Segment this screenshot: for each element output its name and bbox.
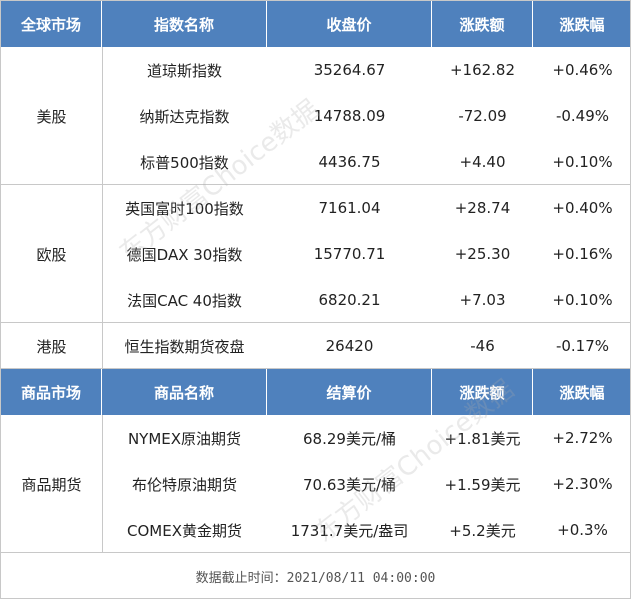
data-cell: +25.30 <box>454 245 511 263</box>
data-cell: COMEX黄金期货 <box>127 521 242 540</box>
column-divider <box>102 185 103 323</box>
data-cell: 15770.71 <box>313 245 386 263</box>
data-cell: -72.09 <box>458 107 507 125</box>
data-cell: 70.63美元/桶 <box>303 475 396 494</box>
header-cell: 收盘价 <box>267 1 432 47</box>
header-cell: 涨跌额 <box>432 1 533 47</box>
header-cell: 涨跌幅 <box>533 1 630 47</box>
data-cell: +1.81美元 <box>444 429 521 448</box>
data-cell: +0.46% <box>552 61 613 79</box>
data-cell: +28.74 <box>454 199 511 217</box>
footer: 数据截止时间：2021/08/11 04:00:00 <box>195 570 436 586</box>
row-divider <box>1 322 630 323</box>
data-cell: +162.82 <box>449 61 516 79</box>
data-cell: -46 <box>470 337 495 355</box>
header-cell: 涨跌额 <box>432 369 533 415</box>
column-divider <box>102 323 103 369</box>
market-cell: 港股 <box>36 337 67 356</box>
row-divider <box>1 552 630 553</box>
column-divider <box>102 47 103 185</box>
data-cell: 标普500指数 <box>140 153 229 172</box>
header-cell: 商品市场 <box>1 369 102 415</box>
data-cell: 道琼斯指数 <box>146 61 222 80</box>
data-cell: 纳斯达克指数 <box>139 107 230 126</box>
data-cell: 法国CAC 40指数 <box>127 291 242 310</box>
data-cell: 7161.04 <box>318 199 381 217</box>
data-cell: 14788.09 <box>313 107 386 125</box>
header-cell: 结算价 <box>267 369 432 415</box>
data-cell: 4436.75 <box>318 153 381 171</box>
market-cell: 美股 <box>36 107 67 126</box>
data-cell: -0.49% <box>555 107 610 125</box>
data-cell: 德国DAX 30指数 <box>126 245 243 264</box>
data-cell: +2.72% <box>552 429 613 447</box>
data-cell: +7.03 <box>459 291 506 309</box>
header-cell: 指数名称 <box>102 1 267 47</box>
data-cell: NYMEX原油期货 <box>127 429 242 448</box>
data-cell: 68.29美元/桶 <box>303 429 396 448</box>
data-cell: 35264.67 <box>313 61 386 79</box>
data-cell: 26420 <box>325 337 374 355</box>
row-divider <box>1 184 630 185</box>
header-cell: 涨跌幅 <box>533 369 630 415</box>
data-cell: -0.17% <box>555 337 610 355</box>
data-cell: +2.30% <box>552 475 613 493</box>
data-cell: +1.59美元 <box>444 475 521 494</box>
data-cell: +0.3% <box>557 521 608 539</box>
header-cell: 商品名称 <box>102 369 267 415</box>
data-cell: +0.40% <box>552 199 613 217</box>
column-divider <box>102 415 103 553</box>
data-cell: 布伦特原油期货 <box>131 475 237 494</box>
data-cell: +0.16% <box>552 245 613 263</box>
market-cell: 商品期货 <box>21 475 82 494</box>
data-cell: 恒生指数期货夜盘 <box>124 337 245 356</box>
data-cell: +5.2美元 <box>449 521 516 540</box>
data-cell: 英国富时100指数 <box>125 199 244 218</box>
row-divider <box>1 368 630 369</box>
data-cell: +0.10% <box>552 153 613 171</box>
data-cell: +4.40 <box>459 153 506 171</box>
data-cell: 1731.7美元/盎司 <box>290 521 409 540</box>
market-cell: 欧股 <box>36 245 67 264</box>
data-cell: +0.10% <box>552 291 613 309</box>
header-cell: 全球市场 <box>1 1 102 47</box>
data-cell: 6820.21 <box>318 291 381 309</box>
